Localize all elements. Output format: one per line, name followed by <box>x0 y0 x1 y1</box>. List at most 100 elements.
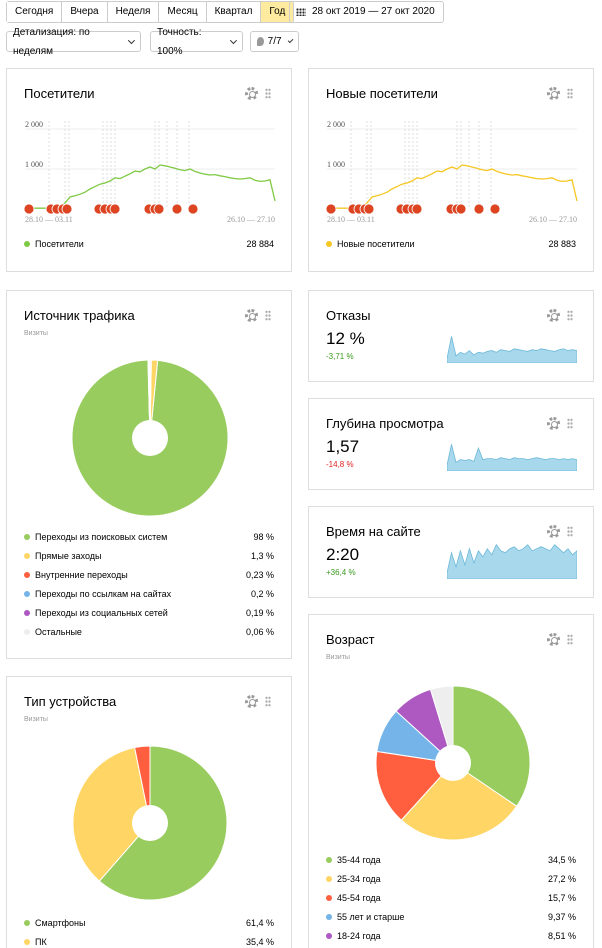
legend-item[interactable]: Прямые заходы 1,3 % <box>24 549 274 563</box>
chevron-down-icon <box>287 37 294 43</box>
drag-handle-icon[interactable] <box>265 696 271 707</box>
legend-label: Внутренние переходы <box>35 570 128 580</box>
legend-item[interactable]: 18-24 года 8,51 % <box>326 929 576 943</box>
period-selector: Сегодня Вчера Неделя Месяц Квартал Год <box>6 1 295 23</box>
age-pie-chart <box>375 685 531 841</box>
legend-value: 61,4 % <box>245 918 274 928</box>
legend-item[interactable]: 25-34 года 27,2 % <box>326 872 576 886</box>
legend-item[interactable]: Смартфоны 61,4 % <box>24 916 274 930</box>
event-marker[interactable] <box>473 203 485 215</box>
event-marker[interactable] <box>171 203 183 215</box>
legend-item[interactable]: 45-54 года 15,7 % <box>326 891 576 905</box>
drag-handle-icon[interactable] <box>265 310 271 321</box>
event-marker[interactable] <box>153 203 165 215</box>
x-tick-label: 26.10 — 27.10 <box>227 215 275 224</box>
drag-handle-icon[interactable] <box>567 526 573 537</box>
metric-value: 12 % <box>326 329 365 348</box>
event-marker[interactable] <box>489 203 501 215</box>
legend-label: Новые посетители <box>337 239 415 249</box>
legend-item[interactable]: 35-44 года 34,5 % <box>326 853 576 867</box>
legend-value: 0,19 % <box>245 608 274 618</box>
legend-dot <box>24 572 30 578</box>
drag-handle-icon[interactable] <box>265 88 271 99</box>
pie-slice[interactable] <box>429 685 454 764</box>
event-marker[interactable] <box>325 203 337 215</box>
period-button[interactable]: Квартал <box>206 2 262 22</box>
event-marker[interactable] <box>61 203 73 215</box>
event-marker[interactable] <box>455 203 467 215</box>
time-sparkline <box>447 543 577 579</box>
settings-gear-icon[interactable] <box>547 309 560 322</box>
event-marker[interactable] <box>363 203 375 215</box>
period-button[interactable]: Неделя <box>107 2 160 22</box>
metric-value: 2:20 <box>326 545 360 564</box>
chevron-down-icon <box>230 36 238 44</box>
legend-value: 98 % <box>253 532 274 542</box>
metric-value: 1,57 <box>326 437 360 456</box>
settings-gear-icon[interactable] <box>547 87 560 100</box>
metric-delta: -3,71 % <box>326 352 354 361</box>
event-marker[interactable] <box>109 203 121 215</box>
legend-item[interactable]: Переходы из поисковых систем 98 % <box>24 530 274 544</box>
legend-item[interactable]: Новые посетители 28 883 <box>326 237 576 251</box>
period-button[interactable]: Вчера <box>62 2 108 22</box>
drag-handle-icon[interactable] <box>567 634 573 645</box>
pie-slice[interactable] <box>134 745 151 824</box>
legend-value: 27,2 % <box>547 874 576 884</box>
pie-slice[interactable] <box>147 359 151 439</box>
legend-label: 18-24 года <box>337 931 381 941</box>
calendar-icon <box>296 8 306 16</box>
legend-item[interactable]: Остальные 0,06 % <box>24 625 274 639</box>
accuracy-label: Точность: 100% <box>157 26 202 57</box>
traffic-pie-chart <box>71 359 229 517</box>
settings-gear-icon[interactable] <box>245 309 258 322</box>
period-button[interactable]: Месяц <box>159 2 207 22</box>
legend-value: 1,3 % <box>250 551 274 561</box>
segments-dropdown[interactable]: 7/7 <box>250 31 299 52</box>
legend-label: 45-54 года <box>337 893 381 903</box>
bounces-sparkline <box>447 336 577 363</box>
legend-value: 0,23 % <box>245 570 274 580</box>
widget-subtitle: Визиты <box>24 716 48 723</box>
period-button[interactable]: Сегодня <box>7 2 63 22</box>
legend-item[interactable]: Переходы по ссылкам на сайтах 0,2 % <box>24 587 274 601</box>
period-button[interactable]: Год <box>261 2 294 22</box>
event-marker[interactable] <box>411 203 423 215</box>
widget-title: Отказы <box>326 308 371 323</box>
drag-handle-icon[interactable] <box>567 418 573 429</box>
date-range-button[interactable]: 28 окт 2019 — 27 окт 2020 <box>289 1 444 23</box>
settings-gear-icon[interactable] <box>547 417 560 430</box>
pie-slice[interactable] <box>452 685 531 807</box>
widget-title: Возраст <box>326 632 375 647</box>
accuracy-dropdown[interactable]: Точность: 100% <box>150 27 243 57</box>
legend-dot <box>326 895 332 901</box>
sparkline-area <box>447 444 577 471</box>
pie-slice[interactable] <box>400 762 518 841</box>
legend-item[interactable]: Посетители 28 884 <box>24 237 274 251</box>
legend-item[interactable]: 55 лет и старше 9,37 % <box>326 910 576 924</box>
depth-widget: Глубина просмотра 1,57 -14,8 % <box>308 398 594 490</box>
legend-item[interactable]: Внутренние переходы 0,23 % <box>24 568 274 582</box>
settings-gear-icon[interactable] <box>245 87 258 100</box>
legend-label: 35-44 года <box>337 855 381 865</box>
comment-icon <box>257 37 264 46</box>
drag-handle-icon[interactable] <box>567 310 573 321</box>
legend-item[interactable]: Переходы из социальных сетей 0,19 % <box>24 606 274 620</box>
settings-gear-icon[interactable] <box>547 633 560 646</box>
legend-label: ПК <box>35 937 47 947</box>
legend-value: 35,4 % <box>245 937 274 947</box>
legend-dot <box>24 553 30 559</box>
settings-gear-icon[interactable] <box>547 525 560 538</box>
drag-handle-icon[interactable] <box>567 88 573 99</box>
detail-label: Детализация: по неделям <box>13 26 90 57</box>
pie-slice[interactable] <box>72 746 151 882</box>
detail-dropdown[interactable]: Детализация: по неделям <box>6 27 141 57</box>
y-tick-label: 1 000 <box>327 160 345 169</box>
segments-label: 7/7 <box>267 36 282 47</box>
settings-gear-icon[interactable] <box>245 695 258 708</box>
event-marker[interactable] <box>187 203 199 215</box>
pie-slice[interactable] <box>375 750 454 821</box>
pie-hole <box>132 420 168 456</box>
legend-item[interactable]: ПК 35,4 % <box>24 935 274 948</box>
event-marker[interactable] <box>23 203 35 215</box>
